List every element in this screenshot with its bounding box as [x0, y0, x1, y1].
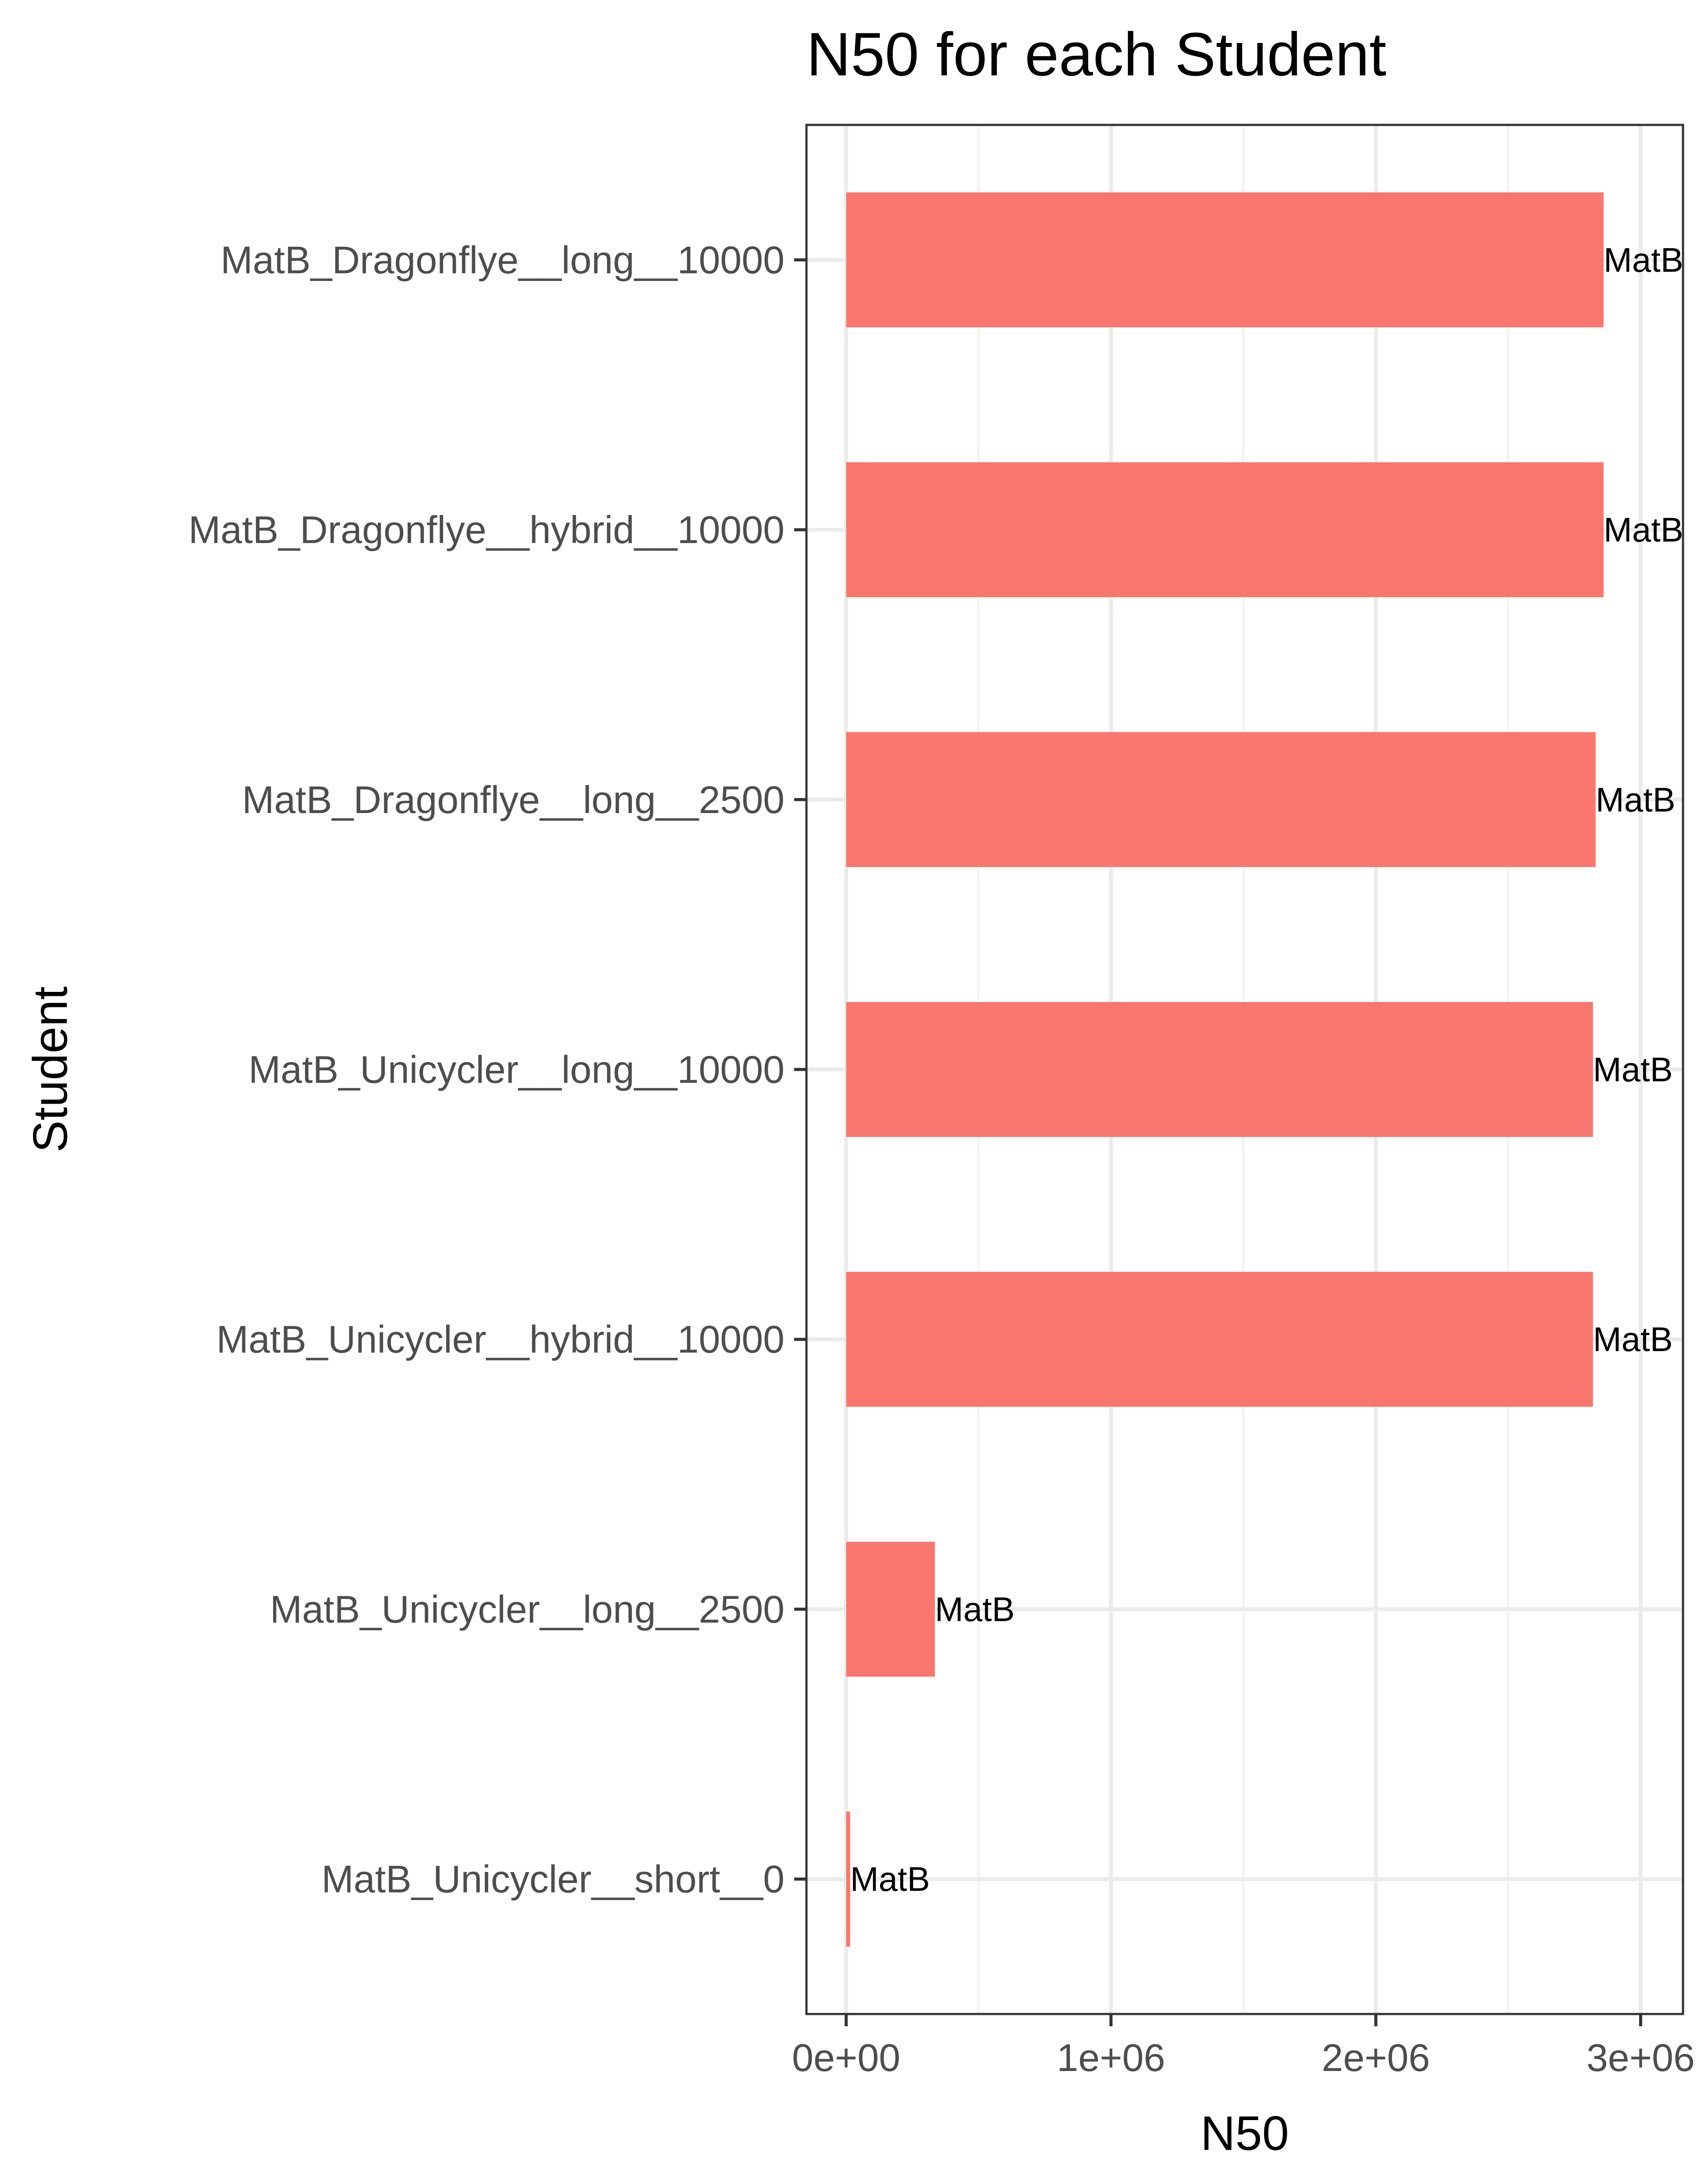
plot-area: MatB MatB MatB MatB MatB MatB MatB MatB_Dragonf…	[188, 124, 1695, 2079]
y-tick-label: MatB_Unicycler__short__0	[321, 1858, 785, 1901]
data-label: MatB	[1604, 241, 1683, 279]
bar	[846, 1272, 1593, 1407]
x-tick-label: 3e+06	[1587, 2036, 1695, 2079]
y-tick-label: MatB_Dragonflye__long__10000	[220, 238, 785, 281]
data-label: MatB	[1593, 1320, 1673, 1359]
y-axis-title: Student	[24, 986, 78, 1152]
x-tick-label: 0e+00	[792, 2036, 900, 2079]
bar	[846, 732, 1596, 867]
data-label: MatB	[1604, 511, 1683, 549]
data-label: MatB	[935, 1590, 1015, 1628]
bar	[846, 192, 1604, 327]
y-tick-label: MatB_Dragonflye__long__2500	[242, 778, 785, 821]
y-tick-label: MatB_Unicycler__long__2500	[270, 1588, 785, 1631]
bar	[846, 1542, 935, 1677]
data-label: MatB	[1593, 1050, 1673, 1089]
x-axis-title: N50	[1200, 2107, 1289, 2160]
y-tick-label: MatB_Unicycler__long__10000	[249, 1048, 785, 1091]
chart-title: N50 for each Student	[806, 20, 1386, 89]
x-tick-label: 1e+06	[1057, 2036, 1165, 2079]
x-tick-label: 2e+06	[1322, 2036, 1430, 2079]
data-label: MatB	[1596, 780, 1676, 819]
bar	[846, 1812, 850, 1947]
y-tick-label: MatB_Dragonflye__hybrid__10000	[188, 508, 785, 551]
data-label: MatB	[850, 1860, 930, 1898]
bar	[846, 462, 1604, 597]
bar	[846, 1002, 1593, 1137]
y-tick-label: MatB_Unicycler__hybrid__10000	[217, 1318, 785, 1361]
